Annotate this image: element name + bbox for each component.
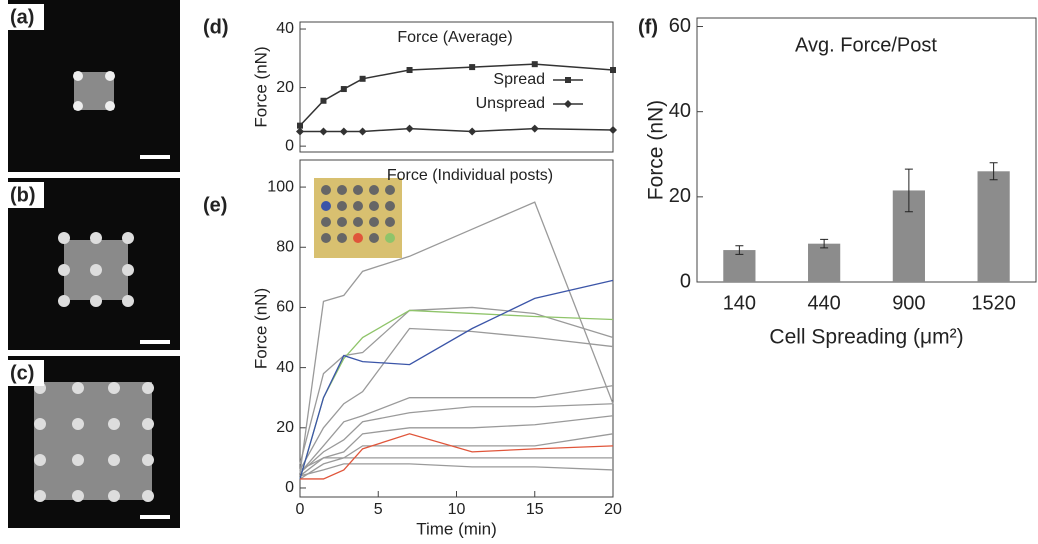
chart-title: Avg. Force/Post [795,34,937,56]
y-tick-label: 20 [669,185,691,207]
x-tick-label: 10 [448,501,466,518]
y-tick-label: 100 [267,178,294,195]
y-tick-label: 0 [285,479,294,496]
y-axis-label: Force (nN) [251,288,270,369]
marker [468,127,477,136]
series-line [299,433,614,480]
x-tick-label: 15 [526,501,544,518]
series-line [299,306,614,465]
x-tick-label: 0 [296,501,305,518]
y-tick-label: 20 [276,79,294,96]
y-tick-label: 20 [276,419,294,436]
x-tick-label: 1520 [971,292,1016,314]
series-line [299,327,614,471]
legend-label: Unspread [476,95,545,112]
bar [723,250,756,282]
plot-frame [696,17,1037,283]
x-tick-label: 20 [604,501,622,518]
legend-marker [565,77,571,83]
x-tick-label: 5 [374,501,383,518]
marker [319,127,328,136]
legend-marker [564,100,572,108]
x-tick-label: 440 [807,292,840,314]
y-axis-label: Force (nN) [645,100,668,200]
y-tick-label: 60 [276,299,294,316]
series-line [300,433,614,480]
x-axis-label: Cell Spreading (μm²) [769,326,963,349]
y-tick-label: 40 [276,20,294,37]
legend-label: Spread [493,71,545,88]
y-tick-label: 40 [276,359,294,376]
y-tick-label: 0 [680,270,691,292]
marker [609,126,617,135]
chart-title: Force (Individual posts) [387,167,553,184]
panel-label: (a) [10,6,34,28]
error-bar [820,238,829,249]
series-line [299,403,614,474]
y-tick-label: 40 [669,100,691,122]
x-tick-label: 140 [723,292,756,314]
panel-label: (c) [10,362,34,384]
y-tick-label: 80 [276,238,294,255]
bar [808,243,841,282]
series-line [299,309,614,480]
series-line [299,63,614,127]
y-tick-label: 60 [669,15,691,37]
error-bar [904,168,913,213]
plot-frame [299,21,614,153]
marker [340,86,347,93]
marker [610,67,616,74]
inset-image [314,178,402,258]
panel-label: (d) [203,16,229,38]
y-axis-label: Force (nN) [251,46,270,127]
panel-label: (b) [10,184,36,206]
series-line [299,201,614,474]
series-line [299,463,614,477]
error-bar [735,245,744,255]
marker [531,61,538,68]
panel-label: (e) [203,194,227,216]
chart-title: Force (Average) [397,29,512,46]
marker [320,97,327,104]
series-line [299,385,614,474]
marker [405,124,414,133]
series-line [299,457,613,471]
bar [977,171,1010,282]
marker [359,75,366,82]
series-line [299,415,614,477]
panel-label: (f) [638,16,658,38]
marker [530,124,539,133]
marker [406,67,413,74]
error-bar [989,162,998,181]
marker [358,127,367,136]
marker [297,122,303,129]
marker [469,64,476,71]
y-tick-label: 0 [285,137,294,154]
series-line [299,279,614,480]
x-tick-label: 900 [892,292,925,314]
marker [296,127,304,136]
x-axis-label: Time (min) [416,519,497,538]
marker [339,127,348,136]
